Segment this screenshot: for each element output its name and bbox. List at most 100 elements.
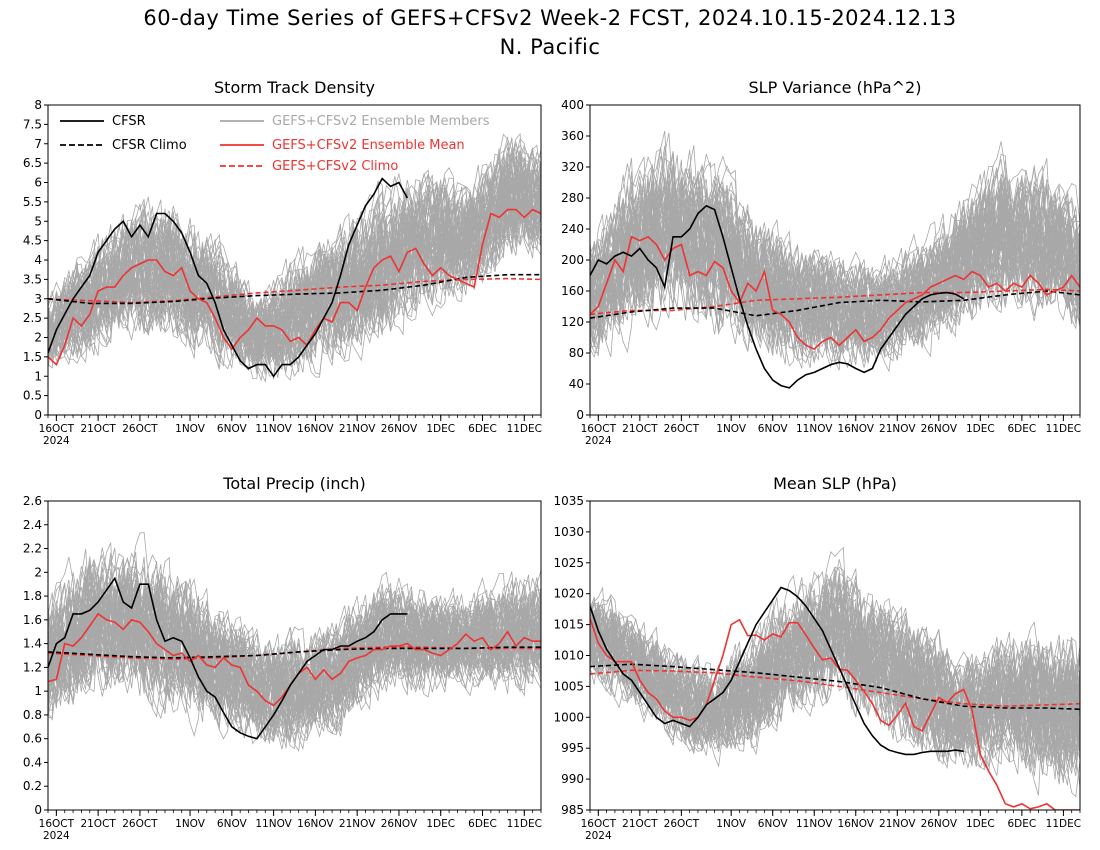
- x-tick-label: 6DEC: [468, 423, 497, 435]
- x-tick-label: 6NOV: [217, 423, 248, 435]
- ensemble-member-line: [48, 569, 541, 726]
- legend-item-ens-mean: GEFS+CFSv2 Ensemble Mean: [220, 138, 465, 153]
- y-tick-label: 1: [34, 369, 42, 383]
- x-tick-label: 16OCT: [39, 423, 75, 435]
- x-tick-label: 21NOV: [339, 423, 376, 435]
- ensemble-member-line: [48, 185, 541, 364]
- y-tick-label: 2.6: [23, 494, 42, 508]
- y-tick-label: 40: [569, 377, 584, 391]
- y-tick-label: 985: [561, 803, 584, 817]
- ensemble-member-line: [48, 159, 541, 373]
- chart-panel-1: 0 0.5 1 1.5 2 2.5 3 3.5 4 4.5 5 5.5 6 6.5 7 7.5 8 16OCT 21…: [23, 78, 542, 447]
- x-tick-label: 21OCT: [622, 423, 658, 435]
- y-tick-label: 7.5: [23, 117, 42, 131]
- legend-label: GEFS+CFSv2 Climo: [272, 159, 398, 174]
- x-tick-label: 26OCT: [664, 818, 700, 830]
- legend-item-cfsr: CFSR: [60, 114, 146, 129]
- legend-item-members: GEFS+CFSv2 Ensemble Members: [220, 114, 490, 129]
- y-tick-label: 0.5: [23, 389, 42, 403]
- x-tick-label: 1NOV: [175, 818, 206, 830]
- y-tick-label: 360: [561, 129, 584, 143]
- y-tick-label: 1010: [553, 649, 584, 663]
- panel-title: SLP Variance (hPa^2): [749, 78, 922, 97]
- series-cfsr: [590, 204, 965, 389]
- ensemble-member-line: [590, 185, 1080, 345]
- y-tick-label: 1015: [553, 618, 584, 632]
- y-tick-label: 995: [561, 741, 584, 755]
- x-tick-label: 26NOV: [921, 423, 958, 435]
- y-tick-label: 0.8: [23, 708, 42, 722]
- legend-label: GEFS+CFSv2 Ensemble Mean: [272, 138, 465, 153]
- ensemble-member-line: [590, 575, 1080, 770]
- y-tick-label: 1.5: [23, 350, 42, 364]
- y-tick-label: 1030: [553, 525, 584, 539]
- legend-label: CFSR: [112, 114, 146, 129]
- ensemble-member-line: [590, 586, 1080, 759]
- y-tick-label: 1020: [553, 587, 584, 601]
- series-climo: [48, 273, 541, 305]
- series-ens-mean: [590, 618, 1080, 810]
- chart-panel-3: 0 0.2 0.4 0.6 0.8 1 1.2 1.4 1.6 1.8 2 2.2 2.4 2.6 16OC…: [23, 474, 542, 842]
- y-tick-label: 0.4: [23, 755, 42, 769]
- plot-area: [48, 532, 541, 752]
- plot-frame: [47, 500, 542, 811]
- panel-title: Total Precip (inch): [222, 474, 365, 493]
- y-tick-label: 3.5: [23, 272, 42, 286]
- y-tick-label: 1025: [553, 556, 584, 570]
- chart-panel-2: 0 40 80 120 160 200 240 280 320 360 400 16OCT 21OCT 2…: [561, 78, 1081, 447]
- x-tick-label: 26OCT: [122, 818, 158, 830]
- y-tick-label: 2: [34, 331, 42, 345]
- ensemble-members: [590, 546, 1080, 798]
- y-tick-label: 1005: [553, 679, 584, 693]
- ensemble-member-line: [590, 193, 1080, 356]
- series-climo: [590, 290, 1080, 319]
- region-subtitle: N. Pacific: [499, 35, 601, 59]
- y-tick-label: 0: [34, 408, 42, 422]
- ensemble-member-line: [48, 573, 541, 734]
- x-tick-label: 11NOV: [796, 818, 833, 830]
- y-tick-label: 1.2: [23, 660, 42, 674]
- y-tick-label: 160: [561, 284, 584, 298]
- x-tick-label: 21NOV: [879, 423, 916, 435]
- y-tick-label: 2: [34, 565, 42, 579]
- x-tick-label: 21NOV: [339, 818, 376, 830]
- x-tick-label: 16OCT: [581, 423, 617, 435]
- chart-panel-4: 985 990 995 1000 1005 1010 1015 1020 1025 1030 103…: [553, 474, 1081, 842]
- series-model-climo: [590, 669, 1080, 708]
- legend: CFSR CFSR Climo GEFS+CFSv2 Ensemble Member…: [60, 114, 490, 174]
- x-tick-label: 1NOV: [716, 423, 747, 435]
- ensemble-member-line: [48, 547, 541, 742]
- legend-item-climo: CFSR Climo: [60, 138, 187, 153]
- x-tick-label: 11DEC: [1046, 818, 1081, 830]
- y-tick-label: 6.5: [23, 156, 42, 170]
- x-tick-label: 26NOV: [381, 423, 418, 435]
- y-tick-label: 2.4: [23, 518, 42, 532]
- y-tick-label: 2.5: [23, 311, 42, 325]
- plot-area: [590, 546, 1080, 810]
- ensemble-member-line: [48, 160, 541, 367]
- y-tick-label: 1000: [553, 710, 584, 724]
- series-ens-mean: [590, 235, 1080, 351]
- y-tick-label: 400: [561, 98, 584, 112]
- ensemble-members: [590, 130, 1080, 373]
- x-tick-label: 6NOV: [217, 818, 248, 830]
- main-title: 60-day Time Series of GEFS+CFSv2 Week-2 …: [143, 6, 957, 30]
- y-tick-label: 8: [34, 98, 42, 112]
- x-tick-label: 6DEC: [1007, 818, 1036, 830]
- ensemble-members: [48, 132, 541, 384]
- y-tick-label: 320: [561, 160, 584, 174]
- y-tick-label: 6: [34, 176, 42, 190]
- series-ens-mean: [48, 208, 541, 366]
- ensemble-member-line: [590, 593, 1080, 776]
- x-tick-label: 6NOV: [758, 423, 789, 435]
- y-tick-label: 200: [561, 253, 584, 267]
- x-tick-label: 6DEC: [1007, 423, 1036, 435]
- y-tick-label: 0: [576, 408, 584, 422]
- ensemble-member-line: [48, 156, 541, 362]
- series-climo: [48, 646, 541, 659]
- x-tick-label: 11NOV: [255, 818, 292, 830]
- x-year-label: 2024: [43, 435, 70, 447]
- x-tick-label: 6DEC: [468, 818, 497, 830]
- ensemble-member-line: [590, 132, 1080, 348]
- x-tick-label: 21OCT: [80, 818, 116, 830]
